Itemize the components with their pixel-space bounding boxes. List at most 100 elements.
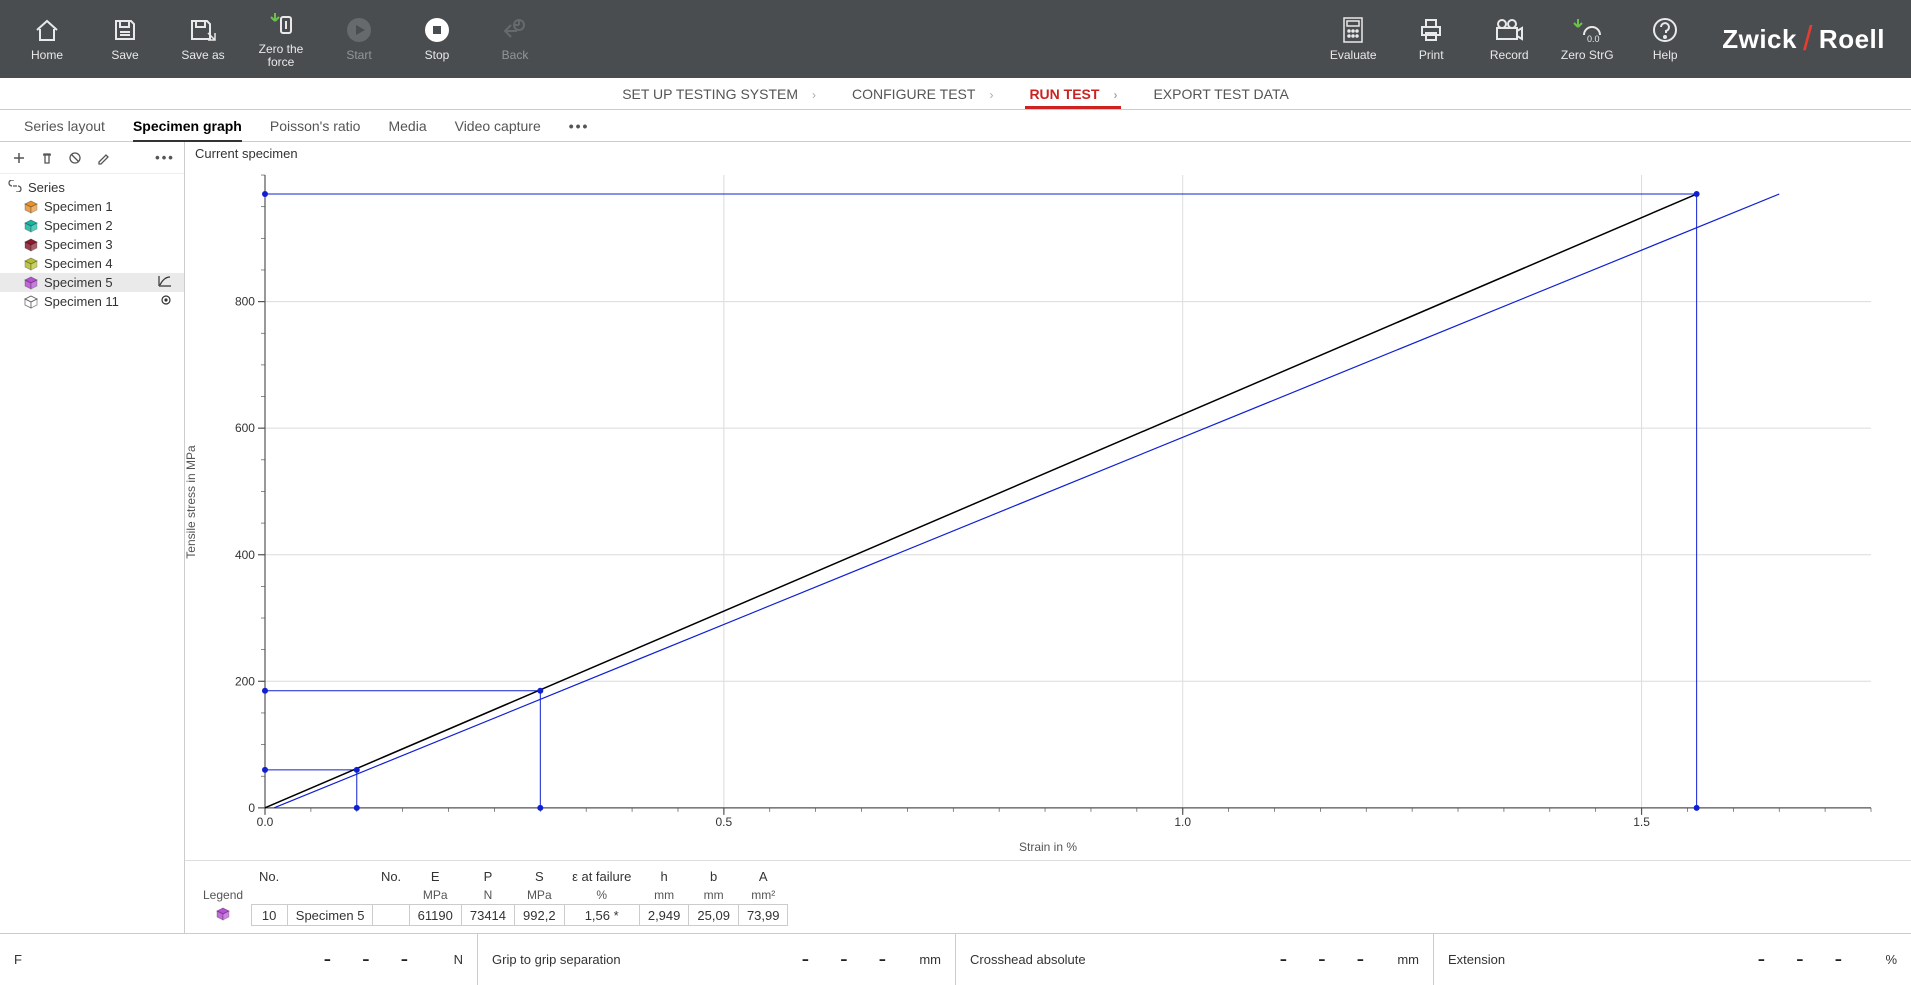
stop-icon xyxy=(423,15,451,45)
status-unit: mm xyxy=(905,952,941,967)
more-icon[interactable]: ••• xyxy=(156,149,174,167)
chart-ylabel: Tensile stress in MPa xyxy=(184,445,198,558)
save-icon xyxy=(112,15,138,45)
delete-icon[interactable] xyxy=(38,149,56,167)
view-tab[interactable]: Video capture xyxy=(455,116,541,136)
specimen-item[interactable]: Specimen 2 xyxy=(0,216,184,235)
specimen-item[interactable]: Specimen 11 xyxy=(0,292,184,311)
legend-swatch xyxy=(195,905,251,926)
chart-xlabel: Strain in % xyxy=(185,838,1911,860)
save-as-button[interactable]: Save as xyxy=(164,0,242,78)
zero-force-button[interactable]: Zero the force xyxy=(242,0,320,78)
print-icon xyxy=(1417,15,1445,45)
specimen-label: Specimen 5 xyxy=(44,275,113,290)
specimen-item[interactable]: Specimen 1 xyxy=(0,197,184,216)
specimen-label: Specimen 2 xyxy=(44,218,113,233)
evaluate-button[interactable]: Evaluate xyxy=(1314,0,1392,78)
svg-text:600: 600 xyxy=(235,421,255,435)
specimen-cube-icon xyxy=(24,219,38,233)
specimen-label: Specimen 11 xyxy=(44,294,119,309)
specimen-cube-icon xyxy=(24,295,38,309)
svg-text:0.0: 0.0 xyxy=(257,815,274,829)
stage-tab[interactable]: SET UP TESTING SYSTEM› xyxy=(618,86,820,102)
svg-text:0.0: 0.0 xyxy=(1587,34,1600,43)
specimen-cube-icon xyxy=(24,257,38,271)
specimen-label: Specimen 1 xyxy=(44,199,113,214)
print-button[interactable]: Print xyxy=(1392,0,1470,78)
link-icon xyxy=(8,180,22,195)
status-unit: % xyxy=(1861,952,1897,967)
specimen-label: Specimen 4 xyxy=(44,256,113,271)
play-icon xyxy=(345,15,373,45)
curve-icon xyxy=(158,275,172,290)
view-tab[interactable]: Series layout xyxy=(24,116,105,136)
home-button[interactable]: Home xyxy=(8,0,86,78)
view-tab[interactable]: Poisson's ratio xyxy=(270,116,361,136)
help-icon xyxy=(1651,15,1679,45)
specimen-cube-icon xyxy=(24,238,38,252)
svg-text:400: 400 xyxy=(235,548,255,562)
stage-tab[interactable]: EXPORT TEST DATA xyxy=(1149,86,1292,102)
svg-text:1.0: 1.0 xyxy=(1174,815,1191,829)
stage-tab[interactable]: RUN TEST› xyxy=(1025,86,1121,102)
edit-icon[interactable] xyxy=(94,149,112,167)
specimen-item[interactable]: Specimen 3 xyxy=(0,235,184,254)
save-button[interactable]: Save xyxy=(86,0,164,78)
calculator-icon xyxy=(1341,15,1365,45)
svg-text:800: 800 xyxy=(235,295,255,309)
gauge-icon: 0.0 xyxy=(1572,15,1602,45)
status-bar: F- - -NGrip to grip separation- - -mmCro… xyxy=(0,933,1911,985)
disable-icon[interactable] xyxy=(66,149,84,167)
specimen-label: Specimen 3 xyxy=(44,237,113,252)
status-value: - - - xyxy=(1096,947,1373,972)
view-tabs: Series layout Specimen graph Poisson's rat… xyxy=(0,110,1911,142)
status-value: - - - xyxy=(1515,947,1851,972)
chart-canvas[interactable]: 0.00.51.01.50200400600800 xyxy=(195,165,1891,838)
back-button: Back xyxy=(476,0,554,78)
status-unit: N xyxy=(427,952,463,967)
specimen-sidebar: ••• Series Specimen 1 Specimen 2 Specimen … xyxy=(0,142,185,933)
status-cell: Grip to grip separation- - -mm xyxy=(478,934,956,985)
help-button[interactable]: Help xyxy=(1626,0,1704,78)
specimen-cube-icon xyxy=(24,200,38,214)
add-icon[interactable] xyxy=(10,149,28,167)
view-tab[interactable]: Media xyxy=(388,116,426,136)
series-root[interactable]: Series xyxy=(0,178,184,197)
status-cell: F- - -N xyxy=(0,934,478,985)
camera-icon xyxy=(1494,15,1524,45)
status-value: - - - xyxy=(32,947,417,972)
back-icon xyxy=(501,15,529,45)
specimen-item[interactable]: Specimen 4 xyxy=(0,254,184,273)
status-cell: Extension - - -% xyxy=(1434,934,1911,985)
chart-title: Current specimen xyxy=(185,142,1911,165)
stage-tabs: SET UP TESTING SYSTEM› CONFIGURE TEST› RUN… xyxy=(0,78,1911,110)
status-label: F xyxy=(14,952,22,967)
record-button[interactable]: Record xyxy=(1470,0,1548,78)
view-tab[interactable]: Specimen graph xyxy=(133,116,242,136)
zero-force-icon xyxy=(267,9,295,39)
specimen-item[interactable]: Specimen 5 xyxy=(0,273,184,292)
stage-tab[interactable]: CONFIGURE TEST› xyxy=(848,86,997,102)
home-icon xyxy=(33,15,61,45)
status-cell: Crosshead absolute - - - mm xyxy=(956,934,1434,985)
status-label: Crosshead absolute xyxy=(970,952,1086,967)
results-table: No.No.EPSε at failurehbALegendMPaNMPa%mm… xyxy=(185,860,1911,936)
brand-logo: Zwick/Roell xyxy=(1704,0,1903,78)
sidebar-tools: ••• xyxy=(0,142,184,174)
svg-text:0: 0 xyxy=(248,801,255,815)
svg-text:0.5: 0.5 xyxy=(716,815,733,829)
view-more-icon[interactable]: ••• xyxy=(569,118,590,134)
status-value: - - - xyxy=(631,947,895,972)
zero-strg-button[interactable]: 0.0 Zero StrG xyxy=(1548,0,1626,78)
stop-button[interactable]: Stop xyxy=(398,0,476,78)
status-label: Extension xyxy=(1448,952,1505,967)
main-toolbar: Home Save Save as Zero the force Start xyxy=(0,0,1911,78)
specimen-cube-icon xyxy=(24,276,38,290)
svg-text:1.5: 1.5 xyxy=(1633,815,1650,829)
start-button: Start xyxy=(320,0,398,78)
legend-header: Legend xyxy=(195,886,251,905)
results-row[interactable]: 10Specimen 56119073414992,21,56 *2,94925… xyxy=(195,905,788,926)
status-unit: mm xyxy=(1383,952,1419,967)
graph-area: Current specimen Tensile stress in MPa 0… xyxy=(185,142,1911,933)
save-as-icon xyxy=(188,15,218,45)
